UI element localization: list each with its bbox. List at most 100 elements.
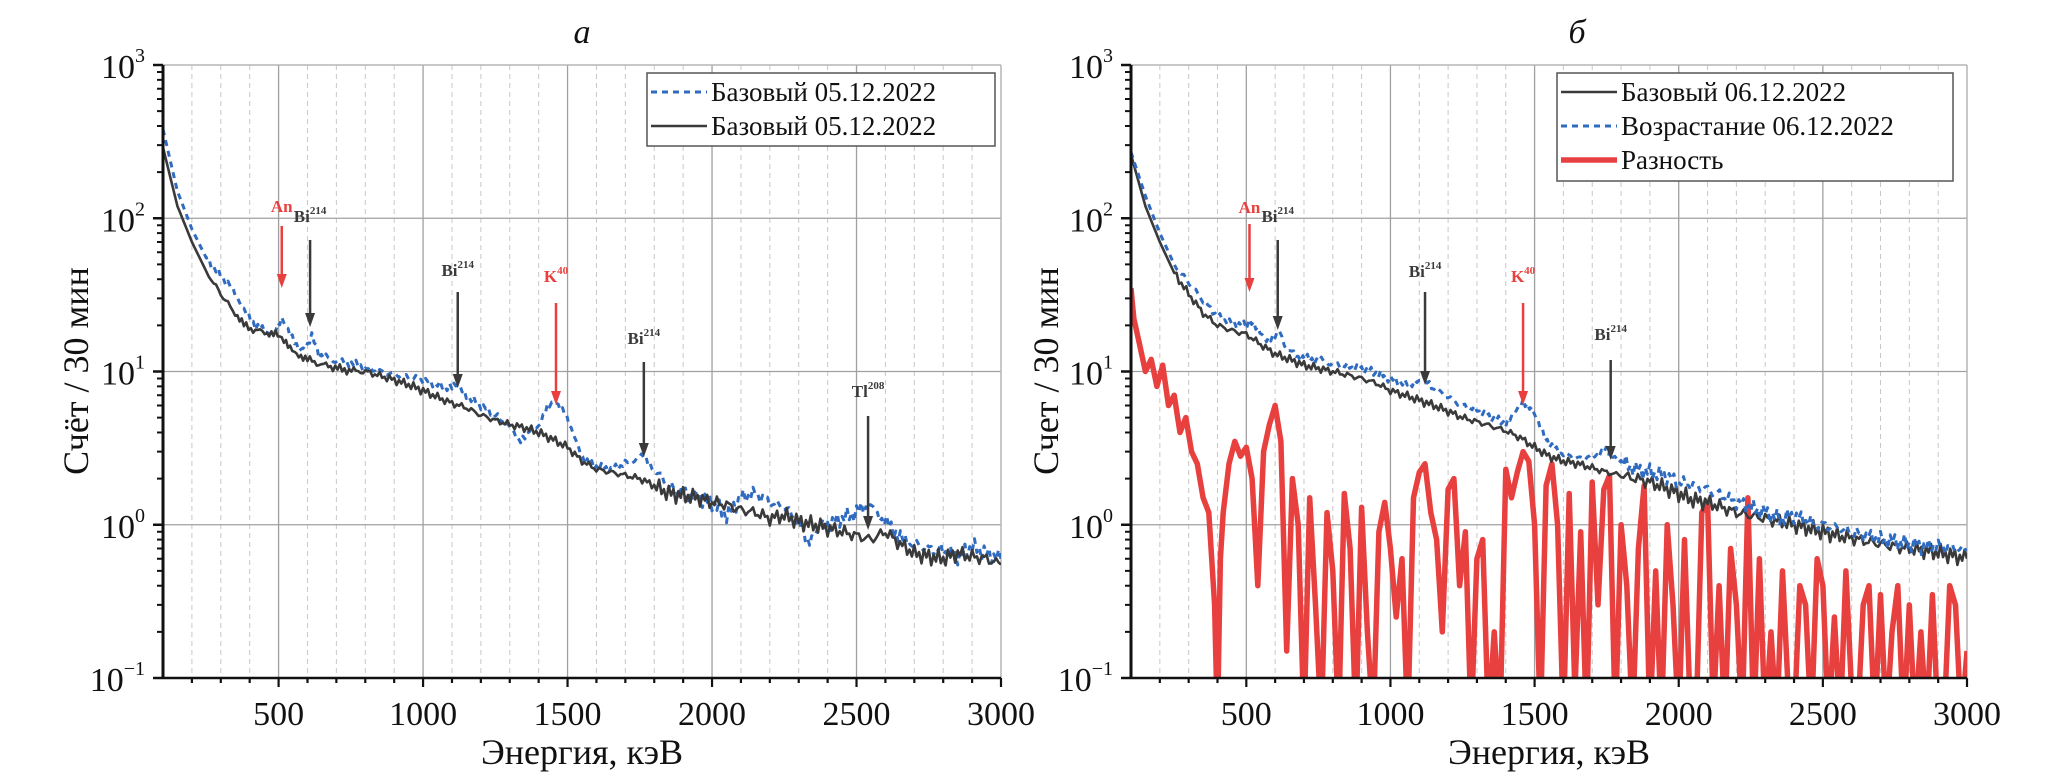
legend-entry: Базовый 05.12.2022 xyxy=(711,77,936,107)
annotation-arrow-head xyxy=(1420,371,1431,385)
annotation-isotope-number: 208 xyxy=(868,380,885,392)
annotation-isotope-number: 214 xyxy=(458,259,475,271)
annotation-element: Bi xyxy=(441,261,457,280)
x-tick-label: 1000 xyxy=(389,696,457,733)
annotation-label: Bi214 xyxy=(441,259,474,280)
series-line-разность xyxy=(1131,287,1967,678)
annotation-isotope-number: 40 xyxy=(1524,265,1536,277)
annotation-label: Bi214 xyxy=(628,327,661,348)
annotation-isotope-number: 214 xyxy=(644,327,661,339)
y-tick-label: 102 xyxy=(1069,198,1113,239)
series-line-базовый xyxy=(163,129,1001,567)
legend-box xyxy=(1556,72,1954,182)
y-axis-label-a: Счёт / 30 мин xyxy=(56,267,96,475)
annotation-isotope-number: 214 xyxy=(1425,260,1442,272)
legend-entry: Базовый 06.12.2022 xyxy=(1621,77,1846,107)
y-tick-label: 100 xyxy=(1069,505,1113,546)
annotation-arrow-head xyxy=(1518,391,1529,405)
x-tick-label: 500 xyxy=(1221,696,1272,733)
x-tick-label: 500 xyxy=(253,696,304,733)
annotation-label: Bi214 xyxy=(1409,260,1442,281)
y-tick-label: 100 xyxy=(101,505,145,546)
annotation-arrow-head xyxy=(638,443,649,457)
annotation-label: K40 xyxy=(544,265,569,286)
annotation-arrow-head xyxy=(550,391,561,405)
x-axis-label-b: Энергия, кэВ xyxy=(1448,732,1650,772)
legend: Базовый 05.12.2022 Базовый 05.12.2022 xyxy=(646,72,996,147)
annotation-element: K xyxy=(1511,267,1525,286)
annotation-element: Bi xyxy=(294,207,310,226)
annotation-arrow-head xyxy=(1244,278,1255,292)
panel-title-a: а xyxy=(574,14,591,51)
y-tick-base: 10 xyxy=(101,509,135,546)
annotation-arrow-head xyxy=(305,313,316,327)
annotation-element: Bi xyxy=(1261,207,1277,226)
annotation-arrow-head xyxy=(452,374,463,388)
annotation-label: Bi214 xyxy=(294,205,327,226)
annotation-label: An xyxy=(1239,198,1261,217)
series-line-базовый xyxy=(163,147,1001,567)
y-tick-exponent: 3 xyxy=(135,45,145,67)
annotation-isotope-number: 40 xyxy=(557,265,569,277)
annotation-arrow-head xyxy=(1605,446,1616,460)
legend-box xyxy=(646,72,996,147)
y-tick-exponent: 0 xyxy=(1103,505,1113,527)
x-tick-label: 1000 xyxy=(1356,696,1424,733)
y-tick-base: 10 xyxy=(101,49,135,86)
y-tick-exponent: −1 xyxy=(124,658,145,680)
annotation-element: K xyxy=(544,267,558,286)
annotation-label: Tl208 xyxy=(852,380,885,401)
panel-a: а Энергия, кэВ Счёт / 30 мин AnBi214Bi21… xyxy=(56,14,1035,772)
annotation-label: Bi214 xyxy=(1261,205,1294,226)
legend-entry: Разность xyxy=(1621,145,1723,175)
x-tick-label: 3000 xyxy=(1933,696,2001,733)
annotation-element: An xyxy=(271,197,293,216)
y-tick-base: 10 xyxy=(1058,662,1092,699)
y-tick-label: 102 xyxy=(101,198,145,239)
y-axis-label-b: Счет / 30 мин xyxy=(1026,267,1066,475)
annotation-label: K40 xyxy=(1511,265,1536,286)
y-tick-exponent: 1 xyxy=(1103,352,1113,374)
annotation-arrow-head xyxy=(863,516,874,530)
annotation-label: Bi214 xyxy=(1594,323,1627,344)
x-tick-label: 2500 xyxy=(1789,696,1857,733)
x-tick-label: 2000 xyxy=(1645,696,1713,733)
y-tick-base: 10 xyxy=(1069,49,1103,86)
panel-b: б Энергия, кэВ Счет / 30 мин An Bi214Bi21… xyxy=(1026,14,2001,772)
series-group xyxy=(1131,151,1967,678)
annotation-isotope-number: 214 xyxy=(1610,323,1627,335)
annotation-isotope-number: 214 xyxy=(310,205,327,217)
y-tick-base: 10 xyxy=(90,662,124,699)
y-tick-exponent: 2 xyxy=(1103,198,1113,220)
y-tick-base: 10 xyxy=(1069,509,1103,546)
y-tick-label: 103 xyxy=(1069,45,1113,86)
y-tick-exponent: 2 xyxy=(135,198,145,220)
legend-entry: Возрастание 06.12.2022 xyxy=(1621,111,1894,141)
x-tick-label: 1500 xyxy=(1501,696,1569,733)
x-axis-label-a: Энергия, кэВ xyxy=(481,732,683,772)
y-tick-label: 10−1 xyxy=(90,658,145,699)
y-tick-label: 101 xyxy=(101,352,145,393)
y-tick-base: 10 xyxy=(101,356,135,393)
grid xyxy=(163,64,1002,678)
annotation-element: Tl xyxy=(852,382,868,401)
x-tick-label: 3000 xyxy=(967,696,1035,733)
legend-entry: Базовый 05.12.2022 xyxy=(711,111,936,141)
y-tick-exponent: 3 xyxy=(1103,45,1113,67)
series-line-возрастание xyxy=(1131,151,1967,557)
annotation-element: Bi xyxy=(1409,262,1425,281)
y-tick-base: 10 xyxy=(1069,202,1103,239)
annotation-isotope-number: 214 xyxy=(1278,205,1295,217)
y-tick-label: 10−1 xyxy=(1058,658,1113,699)
x-tick-label: 2000 xyxy=(678,696,746,733)
panel-title-b: б xyxy=(1568,14,1587,51)
y-tick-label: 101 xyxy=(1069,352,1113,393)
y-tick-exponent: −1 xyxy=(1092,658,1113,680)
legend: Базовый 06.12.2022 Возрастание 06.12.2022… xyxy=(1556,72,1954,182)
y-tick-base: 10 xyxy=(101,202,135,239)
y-tick-exponent: 0 xyxy=(135,505,145,527)
